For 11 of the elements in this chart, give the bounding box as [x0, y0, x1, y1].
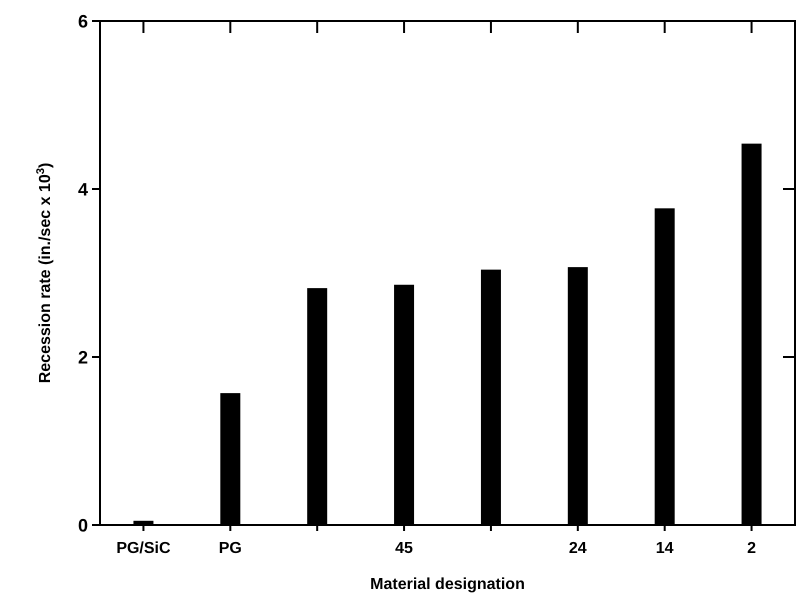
y-tick-label: 0	[78, 515, 88, 536]
x-axis-title: Material designation	[370, 576, 525, 593]
y-tick-label: 4	[78, 179, 88, 200]
x-tick-label: 14	[656, 540, 674, 557]
x-tick-label: PG	[218, 540, 242, 557]
x-tick-label: 2	[747, 540, 756, 557]
y-tick-label: 6	[78, 11, 88, 32]
x-tick-label: PG/SiC	[116, 540, 171, 557]
y-tick-label: 2	[78, 347, 88, 368]
x-tick-label: 45	[395, 540, 414, 557]
x-tick-label: 24	[568, 540, 587, 557]
